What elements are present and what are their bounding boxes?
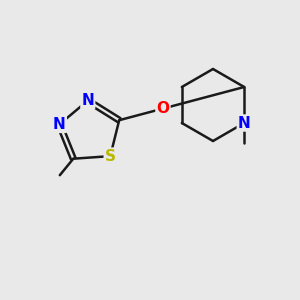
Text: N: N: [53, 117, 66, 132]
Text: N: N: [81, 93, 94, 108]
Text: S: S: [105, 148, 116, 164]
Text: N: N: [238, 116, 250, 130]
Text: O: O: [156, 101, 170, 116]
